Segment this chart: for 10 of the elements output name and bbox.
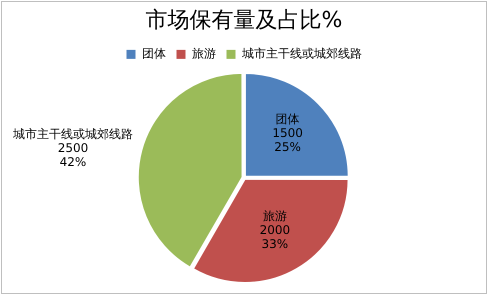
legend-label: 团体 bbox=[142, 46, 166, 61]
slice-label: 团体 bbox=[276, 112, 300, 126]
slice-label: 城市主干线或城郊线路 bbox=[12, 127, 133, 142]
legend-label: 旅游 bbox=[192, 46, 216, 61]
chart-title: 市场保有量及占比% bbox=[146, 8, 342, 33]
slice-label: 旅游 bbox=[262, 209, 287, 224]
data-label: 1500 25% bbox=[272, 126, 303, 154]
legend-label: 城市主干线或城郊线路 bbox=[241, 46, 362, 61]
data-label: 2000 33% bbox=[260, 223, 290, 252]
data-label: 2500 42% bbox=[58, 141, 88, 170]
